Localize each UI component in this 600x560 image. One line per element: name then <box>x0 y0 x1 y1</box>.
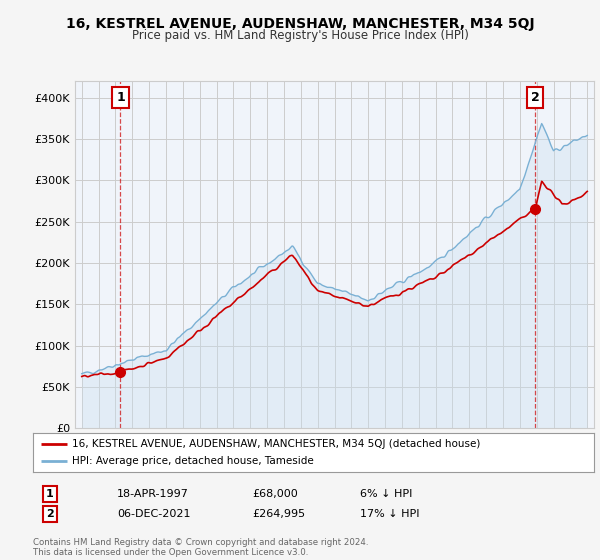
Text: 17% ↓ HPI: 17% ↓ HPI <box>360 509 419 519</box>
Text: 1: 1 <box>116 91 125 104</box>
Text: 16, KESTREL AVENUE, AUDENSHAW, MANCHESTER, M34 5QJ (detached house): 16, KESTREL AVENUE, AUDENSHAW, MANCHESTE… <box>72 438 481 449</box>
Text: £68,000: £68,000 <box>252 489 298 499</box>
Text: £264,995: £264,995 <box>252 509 305 519</box>
Text: 2: 2 <box>46 509 53 519</box>
Text: 6% ↓ HPI: 6% ↓ HPI <box>360 489 412 499</box>
Text: Contains HM Land Registry data © Crown copyright and database right 2024.
This d: Contains HM Land Registry data © Crown c… <box>33 538 368 557</box>
Text: 2: 2 <box>531 91 540 104</box>
Text: 06-DEC-2021: 06-DEC-2021 <box>117 509 191 519</box>
Text: Price paid vs. HM Land Registry's House Price Index (HPI): Price paid vs. HM Land Registry's House … <box>131 29 469 42</box>
Text: 1: 1 <box>46 489 53 499</box>
Text: 16, KESTREL AVENUE, AUDENSHAW, MANCHESTER, M34 5QJ: 16, KESTREL AVENUE, AUDENSHAW, MANCHESTE… <box>65 17 535 31</box>
Text: HPI: Average price, detached house, Tameside: HPI: Average price, detached house, Tame… <box>72 456 314 466</box>
Text: 18-APR-1997: 18-APR-1997 <box>117 489 189 499</box>
